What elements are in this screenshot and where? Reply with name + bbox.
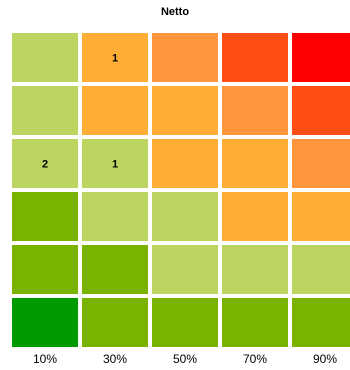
- heatmap-cell-r6-c4: [222, 298, 288, 347]
- heatmap-cell-r2-c3: [152, 86, 218, 135]
- x-tick-label: 90%: [313, 352, 337, 366]
- heatmap-cell-r1-c5: [292, 33, 350, 82]
- heatmap-cell-r3-c1: [12, 139, 78, 188]
- heatmap-cell-r5-c2: [82, 245, 148, 294]
- heatmap-cell-r3-c3: [152, 139, 218, 188]
- heatmap-cell-r5-c5: [292, 245, 350, 294]
- heatmap-cell-r2-c5: [292, 86, 350, 135]
- x-tick-label: 50%: [173, 352, 197, 366]
- heatmap-cell-r6-c2: [82, 298, 148, 347]
- heatmap-cell-r4-c1: [12, 192, 78, 241]
- cell-value-label: 1: [112, 53, 118, 65]
- heatmap-cell-r4-c3: [152, 192, 218, 241]
- chart-title: Netto: [160, 6, 190, 18]
- heatmap-cell-r1-c4: [222, 33, 288, 82]
- heatmap-cell-r5-c4: [222, 245, 288, 294]
- x-tick-label: 10%: [33, 352, 57, 366]
- heatmap-cell-r3-c2: [82, 139, 148, 188]
- heatmap-cell-r2-c2: [82, 86, 148, 135]
- x-tick-label: 70%: [243, 352, 267, 366]
- heatmap-cell-r6-c5: [292, 298, 350, 347]
- x-tick-label: 30%: [103, 352, 127, 366]
- heatmap-cell-r5-c1: [12, 245, 78, 294]
- heatmap-cell-r3-c4: [222, 139, 288, 188]
- heatmap-cell-r4-c4: [222, 192, 288, 241]
- heatmap-cell-r3-c5: [292, 139, 350, 188]
- heatmap-cell-r2-c1: [12, 86, 78, 135]
- cell-value-label: 2: [42, 159, 48, 171]
- heatmap-cell-r1-c3: [152, 33, 218, 82]
- heatmap-cell-r1-c1: [12, 33, 78, 82]
- cell-value-label: 1: [112, 159, 118, 171]
- heatmap-cell-r5-c3: [152, 245, 218, 294]
- heatmap-cell-r6-c3: [152, 298, 218, 347]
- heatmap-cell-r1-c2: [82, 33, 148, 82]
- heatmap-cell-r6-c1: [12, 298, 78, 347]
- heatmap-cell-r4-c5: [292, 192, 350, 241]
- heatmap-cell-r4-c2: [82, 192, 148, 241]
- heatmap-cell-r2-c4: [222, 86, 288, 135]
